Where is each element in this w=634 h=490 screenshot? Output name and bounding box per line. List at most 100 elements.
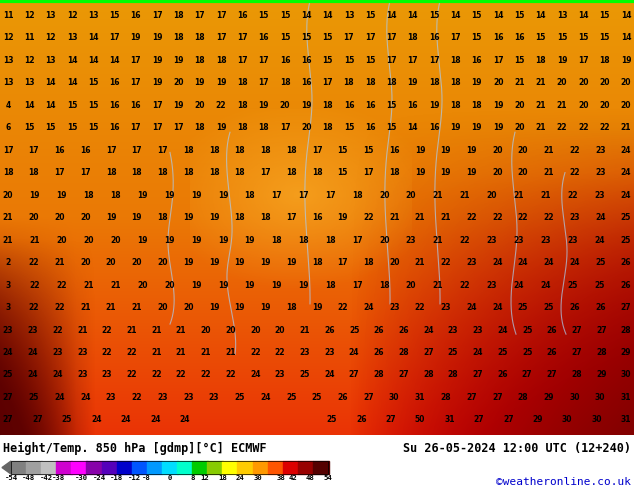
Text: 19: 19 xyxy=(137,236,148,245)
Text: 14: 14 xyxy=(450,11,461,20)
Text: 22: 22 xyxy=(578,123,588,132)
Text: 18: 18 xyxy=(183,168,193,177)
Text: 12: 12 xyxy=(24,11,35,20)
Text: 15: 15 xyxy=(386,123,397,132)
Text: 16: 16 xyxy=(344,100,354,110)
Text: -38: -38 xyxy=(51,475,65,481)
Text: 29: 29 xyxy=(596,370,607,379)
Text: 13: 13 xyxy=(67,33,77,42)
Text: 13: 13 xyxy=(557,11,567,20)
Text: 30: 30 xyxy=(253,475,262,481)
Text: 16: 16 xyxy=(365,100,375,110)
Text: 20: 20 xyxy=(183,303,193,312)
Text: 3: 3 xyxy=(5,281,11,290)
Text: 19: 19 xyxy=(137,191,148,199)
Text: 17: 17 xyxy=(450,33,461,42)
Text: 16: 16 xyxy=(109,123,120,132)
Text: 20: 20 xyxy=(110,236,120,245)
Text: 21: 21 xyxy=(200,348,211,357)
Text: 18: 18 xyxy=(386,78,397,87)
Text: 3: 3 xyxy=(5,303,11,312)
Text: 26: 26 xyxy=(356,416,366,424)
Text: 21: 21 xyxy=(131,303,142,312)
Text: 13: 13 xyxy=(344,11,354,20)
Text: 21: 21 xyxy=(225,348,236,357)
Text: 21: 21 xyxy=(514,78,525,87)
Bar xyxy=(223,461,238,474)
Text: 18: 18 xyxy=(183,146,193,154)
Text: 19: 19 xyxy=(30,191,40,199)
Text: 24: 24 xyxy=(621,146,631,154)
Text: 20: 20 xyxy=(406,191,417,199)
Text: 24: 24 xyxy=(497,325,508,335)
Text: 20: 20 xyxy=(389,258,399,267)
Text: 16: 16 xyxy=(493,33,503,42)
Text: 18: 18 xyxy=(235,213,245,222)
Text: 25: 25 xyxy=(522,348,533,357)
Text: 12: 12 xyxy=(46,33,56,42)
Text: 21: 21 xyxy=(536,123,546,132)
Text: 26: 26 xyxy=(337,393,348,402)
Text: 24: 24 xyxy=(621,168,631,177)
Text: 19: 19 xyxy=(235,303,245,312)
Text: 28: 28 xyxy=(441,393,451,402)
Text: 19: 19 xyxy=(191,281,202,290)
Text: 23: 23 xyxy=(157,393,168,402)
Text: 24: 24 xyxy=(27,370,38,379)
Bar xyxy=(162,461,178,474)
Text: 15: 15 xyxy=(514,56,525,65)
Text: 19: 19 xyxy=(408,78,418,87)
Text: 18: 18 xyxy=(450,78,461,87)
Text: 14: 14 xyxy=(109,56,120,65)
Text: 24: 24 xyxy=(621,191,631,199)
Text: 11: 11 xyxy=(24,33,35,42)
Text: 20: 20 xyxy=(280,100,290,110)
Text: 22: 22 xyxy=(275,348,285,357)
Text: 18: 18 xyxy=(209,146,219,154)
Text: 27: 27 xyxy=(522,370,533,379)
Text: 22: 22 xyxy=(29,303,39,312)
Text: 28: 28 xyxy=(621,325,631,335)
Text: 19: 19 xyxy=(286,258,297,267)
Text: 18: 18 xyxy=(379,281,389,290)
Text: 21: 21 xyxy=(460,191,470,199)
Text: 21: 21 xyxy=(536,100,546,110)
Text: 22: 22 xyxy=(56,281,67,290)
Text: 24: 24 xyxy=(595,213,605,222)
Text: 28: 28 xyxy=(571,370,582,379)
Text: 21: 21 xyxy=(415,258,425,267)
Text: 26: 26 xyxy=(621,281,631,290)
Text: 15: 15 xyxy=(280,11,290,20)
Bar xyxy=(237,461,253,474)
Text: 29: 29 xyxy=(543,393,554,402)
Text: 26: 26 xyxy=(621,258,631,267)
Text: 17: 17 xyxy=(386,56,397,65)
Bar xyxy=(72,461,87,474)
Text: 22: 22 xyxy=(415,303,425,312)
Text: 13: 13 xyxy=(24,78,35,87)
Text: 18: 18 xyxy=(450,100,461,110)
Text: 19: 19 xyxy=(216,78,226,87)
Text: 17: 17 xyxy=(429,56,439,65)
Text: 21: 21 xyxy=(536,78,546,87)
Text: 20: 20 xyxy=(106,258,116,267)
Text: 18: 18 xyxy=(365,78,375,87)
Text: 18: 18 xyxy=(245,191,255,199)
Text: 20: 20 xyxy=(80,258,91,267)
Text: 14: 14 xyxy=(621,33,631,42)
Text: 17: 17 xyxy=(131,56,141,65)
Text: 22: 22 xyxy=(216,100,226,110)
Text: 19: 19 xyxy=(131,213,142,222)
Text: 23: 23 xyxy=(569,213,579,222)
Text: 18: 18 xyxy=(260,213,271,222)
Text: 27: 27 xyxy=(474,416,484,424)
Text: 15: 15 xyxy=(365,11,375,20)
Text: 20: 20 xyxy=(621,78,631,87)
Text: 18: 18 xyxy=(218,475,227,481)
Text: 16: 16 xyxy=(301,78,311,87)
Text: Su 26-05-2024 12:00 UTC (12+240): Su 26-05-2024 12:00 UTC (12+240) xyxy=(403,442,631,455)
Text: 17: 17 xyxy=(216,11,226,20)
Text: 0: 0 xyxy=(167,475,172,481)
Text: 19: 19 xyxy=(260,303,271,312)
Text: 16: 16 xyxy=(237,11,248,20)
